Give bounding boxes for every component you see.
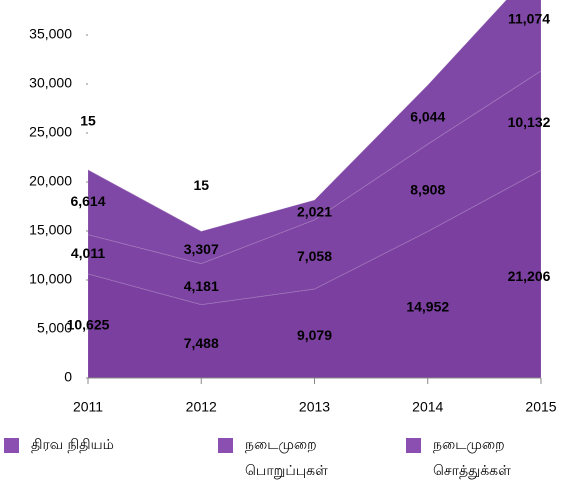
data-label: 4,181 [184, 278, 219, 294]
data-label: 15 [80, 112, 96, 128]
data-label: 4,011 [71, 245, 105, 261]
y-tick-label: 15,000 [29, 222, 72, 238]
legend-label: நடைமுறை சொத்துக்கள் [433, 437, 511, 479]
x-tick-label: 2013 [299, 399, 330, 415]
y-tick-label: 35,000 [29, 26, 72, 42]
data-label: 6,044 [410, 108, 445, 124]
data-label: 6,614 [70, 193, 105, 209]
y-tick-label: 30,000 [29, 75, 72, 91]
data-label: 11,074 [508, 10, 550, 26]
legend-item: திரவ நிதியம் [4, 432, 151, 458]
area [87, 0, 542, 265]
data-label: 10,132 [508, 114, 551, 130]
y-tick-label: 20,000 [29, 173, 72, 189]
data-label: 8,908 [410, 182, 445, 198]
area [87, 168, 202, 233]
y-tick-label: 25,000 [29, 124, 72, 140]
x-tick-label: 2014 [412, 399, 443, 415]
y-tick-label: 0 [64, 369, 72, 385]
data-label: 7,488 [184, 335, 219, 351]
legend-item: நடைமுறை சொத்துக்கள் [406, 432, 533, 484]
legend-swatch [218, 438, 233, 453]
data-label: 9,079 [297, 327, 332, 343]
data-label: 10,625 [67, 317, 110, 333]
x-tick-label: 2015 [525, 399, 556, 415]
data-label: 15 [193, 177, 209, 193]
legend: திரவ நிதியம் நடைமுறை பொறுப்புகள் நடைமுறை ச… [0, 432, 569, 497]
legend-label: திரவ நிதியம் [31, 437, 114, 453]
data-label: 21,206 [508, 268, 551, 284]
legend-label: நடைமுறை பொறுப்புகள் [245, 437, 328, 479]
y-tick-label: 10,000 [29, 271, 72, 287]
data-label: 3,307 [184, 241, 219, 257]
legend-swatch [406, 438, 421, 453]
legend-swatch [4, 438, 19, 453]
x-tick-label: 2012 [186, 399, 217, 415]
y-tick-label: 5,000 [37, 320, 72, 336]
data-label: 14,952 [406, 298, 449, 314]
plot: 10,625 7,488 9,079 14,952 21,206 4,011 4,181 7,… [29, 0, 557, 415]
legend-item: நடைமுறை பொறுப்புகள் [218, 432, 345, 484]
x-tick-label: 2011 [73, 399, 103, 415]
data-label: 2,021 [297, 204, 332, 220]
data-label: 7,058 [297, 248, 332, 264]
